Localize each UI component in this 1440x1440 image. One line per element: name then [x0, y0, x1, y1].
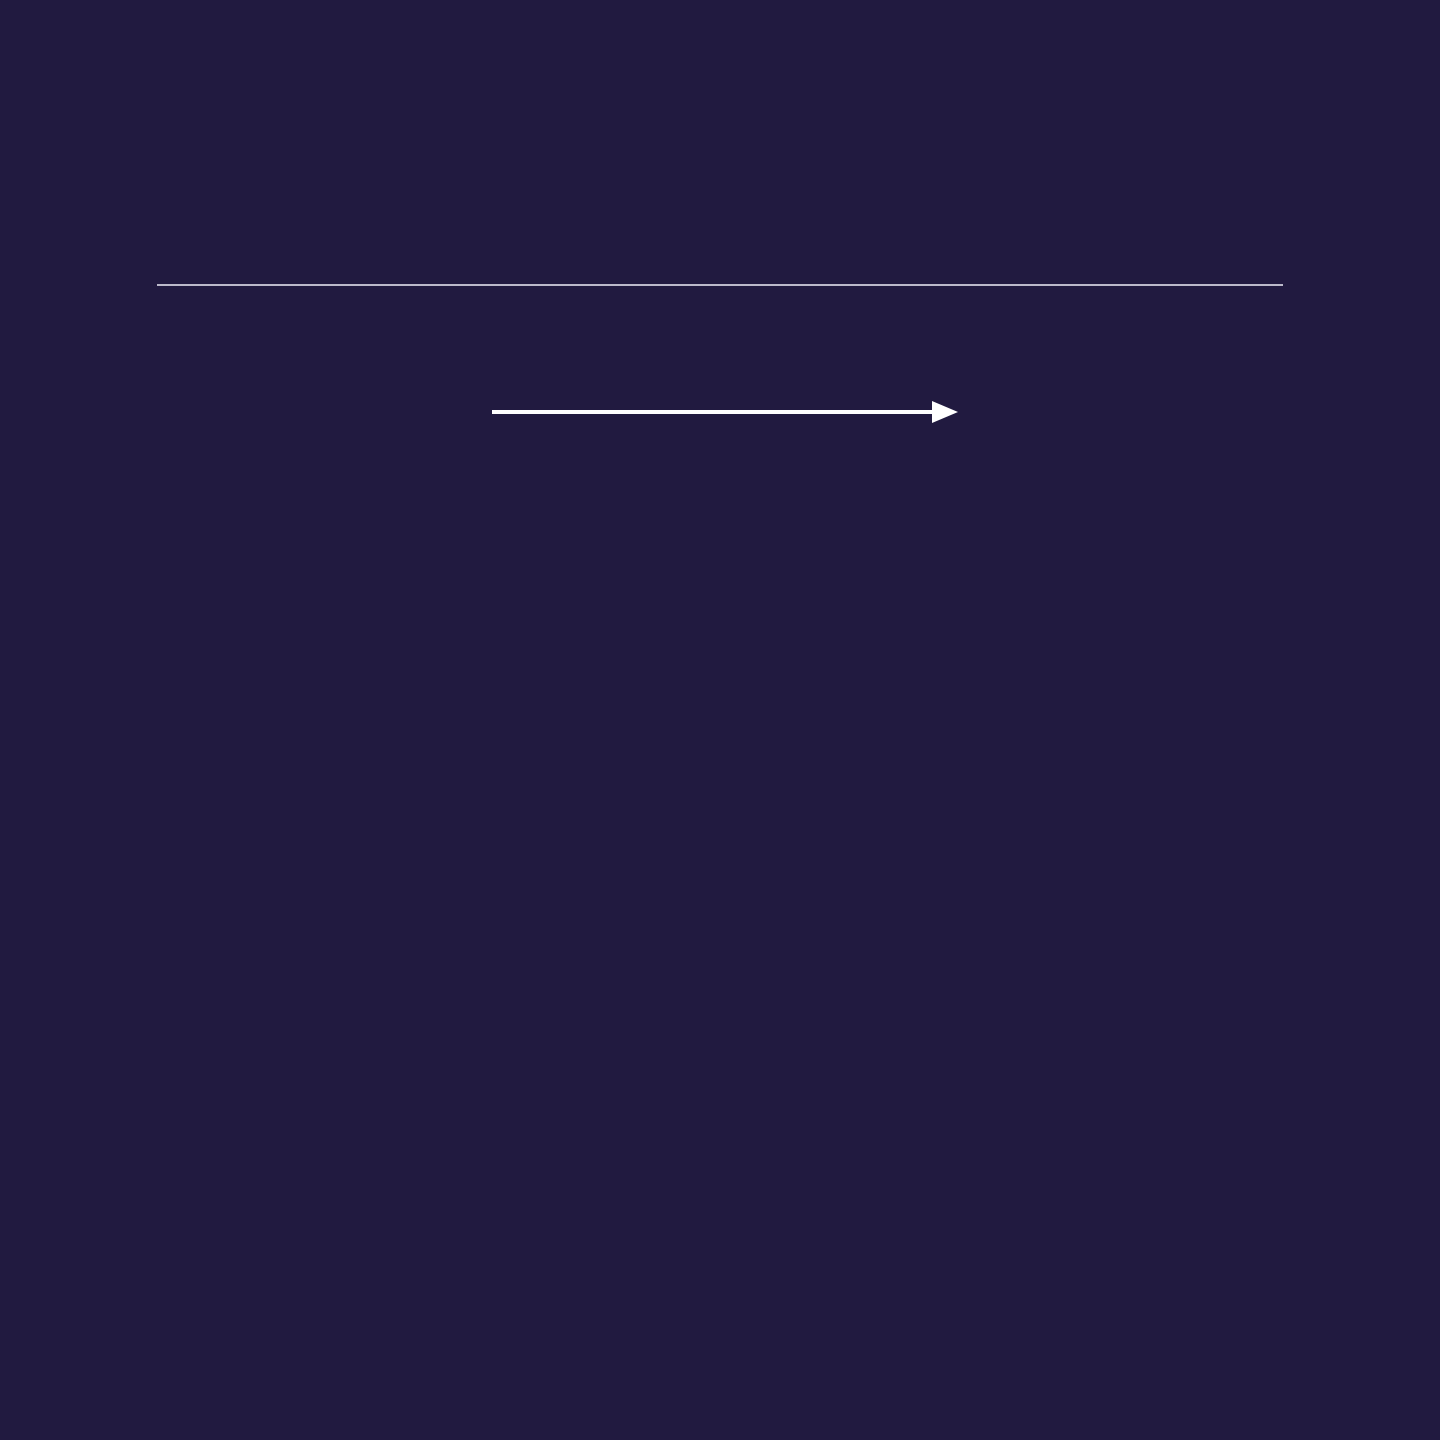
- legend-divider: [157, 284, 1283, 286]
- legend-arrow-icon: [492, 401, 958, 423]
